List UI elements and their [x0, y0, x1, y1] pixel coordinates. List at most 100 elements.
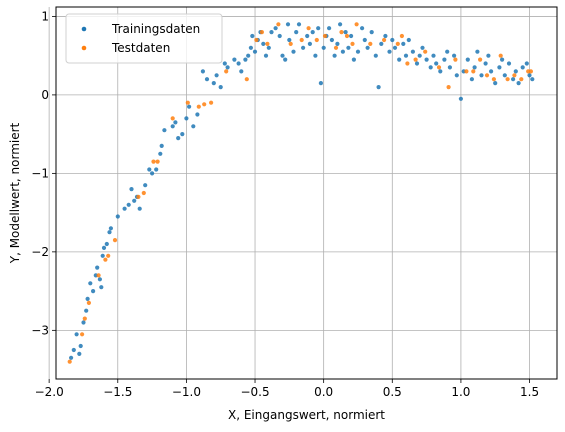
axes-frame: [55, 6, 558, 380]
trainingsdaten-point: [280, 53, 285, 58]
trainingsdaten-point: [191, 124, 196, 129]
trainingsdaten-point: [250, 33, 255, 39]
testdaten-point: [299, 37, 304, 43]
testdaten-point: [395, 41, 400, 47]
trainingsdaten-point: [403, 53, 409, 58]
trainingsdaten-point: [321, 45, 326, 50]
testdaten-point: [185, 100, 190, 105]
y-tick-label: 1: [41, 9, 49, 23]
trainingsdaten-point: [318, 81, 323, 86]
trainingsdaten-point: [510, 77, 516, 82]
testdaten-point: [224, 69, 229, 74]
trainingsdaten-point: [74, 332, 79, 337]
x-tick-label: −1.0: [172, 385, 201, 399]
trainingsdaten-point: [214, 73, 219, 78]
trainingsdaten-point: [313, 53, 318, 58]
trainingsdaten-point: [465, 57, 470, 62]
trainingsdaten-point: [493, 81, 498, 86]
testdaten-point: [505, 77, 510, 82]
trainingsdaten-point: [383, 33, 388, 39]
trainingsdaten-point: [248, 45, 253, 50]
trainingsdaten-point: [479, 73, 484, 78]
y-tick-label: −2: [31, 245, 49, 259]
trainingsdaten-point: [458, 96, 463, 101]
testdaten-point: [244, 77, 249, 82]
testdaten-point: [528, 69, 534, 74]
testdaten-point: [112, 238, 118, 243]
trainingsdaten-point: [159, 143, 164, 148]
trainingsdaten-point: [222, 61, 227, 66]
trainingsdaten-point: [387, 49, 392, 54]
trainingsdaten-point: [137, 206, 142, 211]
trainingsdaten-point: [305, 33, 310, 39]
trainingsdaten-point: [100, 253, 105, 258]
testdaten-point: [344, 33, 350, 39]
trainingsdaten-point: [483, 61, 488, 66]
trainingsdaten-point: [263, 53, 269, 58]
trainingsdaten-point: [184, 116, 189, 121]
trainingsdaten-point: [442, 57, 447, 62]
x-tick-label: 0.5: [383, 385, 402, 399]
trainingsdaten-point: [108, 226, 113, 231]
trainingsdaten-point: [475, 49, 480, 54]
trainingsdaten-point: [406, 37, 411, 43]
trainingsdaten-point: [310, 29, 315, 35]
testdaten-point: [519, 77, 524, 82]
legend-marker-testdaten: [81, 45, 87, 51]
trainingsdaten-point: [438, 69, 443, 74]
trainingsdaten-point: [335, 41, 340, 47]
trainingsdaten-point: [520, 65, 525, 70]
trainingsdaten-point: [243, 57, 248, 62]
trainingsdaten-point: [445, 49, 450, 54]
testdaten-point: [446, 85, 451, 90]
trainingsdaten-point: [332, 53, 337, 58]
trainingsdaten-point: [414, 61, 420, 66]
testdaten-point: [136, 194, 141, 199]
trainingsdaten-point: [390, 37, 395, 43]
trainingsdaten-point: [101, 245, 107, 250]
trainingsdaten-point: [346, 45, 351, 50]
trainingsdaten-point: [261, 41, 266, 47]
testdaten-point: [368, 41, 373, 47]
trainingsdaten-point: [365, 45, 370, 50]
trainingsdaten-point: [69, 355, 74, 360]
trainingsdaten-point: [291, 49, 296, 54]
trainingsdaten-point: [410, 49, 415, 54]
testdaten-point: [399, 33, 404, 39]
trainingsdaten-point: [360, 26, 365, 31]
trainingsdaten-point: [195, 112, 200, 117]
trainingsdaten-point: [287, 37, 292, 43]
x-tick-label: −2.0: [35, 385, 64, 399]
trainingsdaten-point: [301, 45, 306, 50]
trainingsdaten-point: [524, 61, 529, 66]
trainingsdaten-point: [211, 81, 216, 86]
trainingsdaten-point: [104, 241, 109, 247]
trainingsdaten-point: [147, 167, 152, 172]
trainingsdaten-point: [246, 53, 251, 58]
legend-label-trainingsdaten: Trainingsdaten: [111, 22, 200, 36]
trainingsdaten-point: [78, 343, 83, 349]
y-tick-label: 0: [41, 88, 49, 102]
trainingsdaten-point: [154, 167, 159, 172]
trainingsdaten-point: [417, 53, 422, 58]
trainingsdaten-point: [187, 104, 192, 109]
testdaten-point: [67, 359, 72, 364]
data-points: [67, 22, 535, 364]
trainingsdaten-point: [343, 29, 348, 35]
testdaten-point: [350, 41, 355, 47]
trainingsdaten-point: [232, 57, 237, 62]
trainingsdaten-point: [420, 45, 425, 50]
trainingsdaten-point: [277, 33, 282, 39]
trainingsdaten-point: [431, 53, 436, 58]
legend-marker-trainingsdaten: [81, 26, 87, 32]
testdaten-point: [288, 41, 293, 47]
trainingsdaten-point: [85, 296, 90, 301]
trainingsdaten-point: [200, 69, 205, 74]
trainingsdaten-point: [327, 26, 332, 31]
trainingsdaten-point: [294, 29, 299, 35]
trainingsdaten-point: [176, 136, 181, 141]
testdaten-point: [498, 53, 503, 58]
testdaten-point: [103, 257, 108, 262]
testdaten-point: [209, 100, 214, 105]
trainingsdaten-point: [329, 37, 334, 43]
